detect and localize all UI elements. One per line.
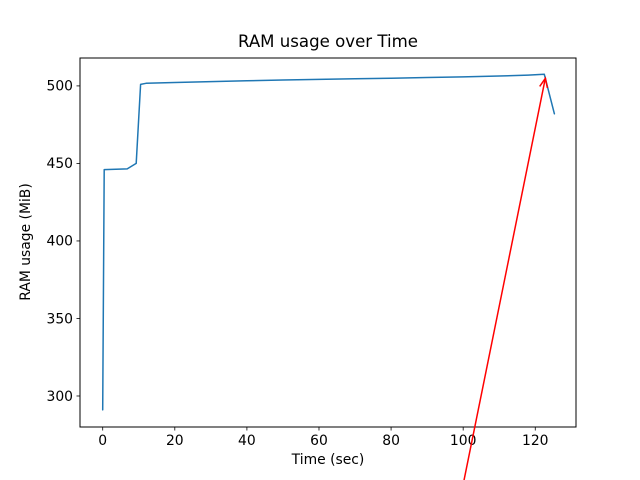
- annotation-arrow-line: [463, 78, 547, 480]
- x-tick-label: 120: [522, 433, 549, 449]
- annotation-arrowhead: [539, 76, 549, 89]
- chart-title: RAM usage over Time: [237, 32, 419, 51]
- y-tick-label: 400: [46, 234, 73, 250]
- x-axis-label: Time (sec): [291, 452, 365, 468]
- y-tick-label: 300: [46, 389, 73, 405]
- y-axis-label: RAM usage (MiB): [18, 183, 34, 301]
- y-tick-label: 350: [46, 311, 73, 327]
- axes-spines: [79, 57, 577, 428]
- x-tick-label: 0: [98, 433, 107, 449]
- x-tick-label: 80: [382, 433, 400, 449]
- x-tick-label: 60: [310, 433, 328, 449]
- x-tick-label: 20: [166, 433, 184, 449]
- x-tick-label: 100: [450, 433, 477, 449]
- series-line-ram-usage: [101, 73, 556, 411]
- y-tick-label: 450: [46, 156, 73, 172]
- y-tick-label: 500: [46, 79, 73, 95]
- x-tick-label: 40: [238, 433, 256, 449]
